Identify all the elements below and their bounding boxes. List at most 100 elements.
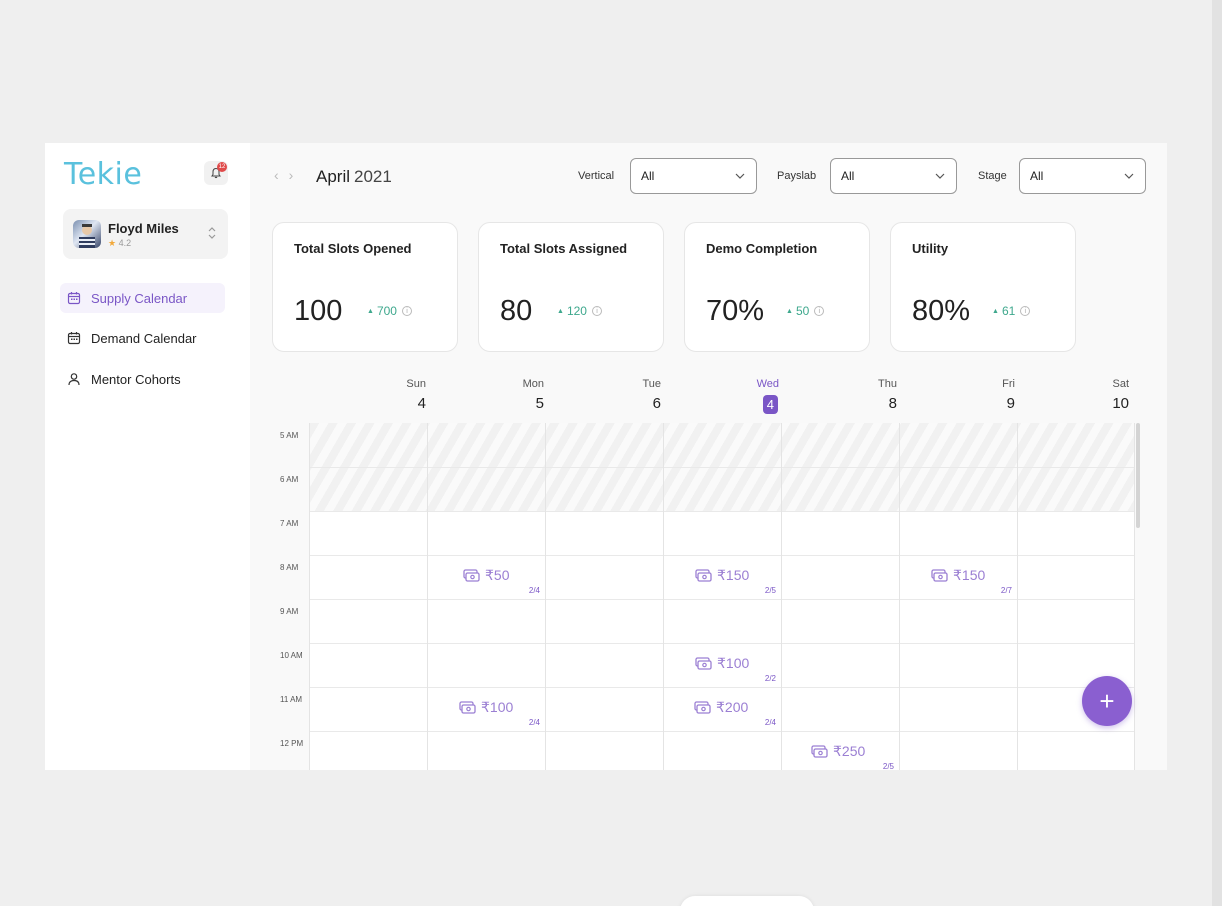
chevron-up-down-icon bbox=[206, 225, 218, 243]
slot-count: 2/2 bbox=[764, 674, 776, 683]
slot-thu-12pm[interactable]: ₹250 2/5 bbox=[811, 731, 894, 770]
money-icon bbox=[695, 657, 712, 670]
month-title: April 2021 bbox=[316, 167, 392, 187]
slot-count: 2/7 bbox=[1000, 586, 1012, 595]
notification-badge: 12 bbox=[217, 162, 227, 172]
avatar bbox=[73, 220, 101, 248]
slot-wed-10am[interactable]: ₹100 2/2 bbox=[695, 643, 776, 683]
slot-amount-value: ₹200 bbox=[716, 699, 749, 715]
slot-wed-11am[interactable]: ₹200 2/4 bbox=[694, 687, 776, 727]
up-arrow-icon: ▲ bbox=[367, 307, 374, 315]
stat-title: Demo Completion bbox=[706, 241, 818, 256]
day-header-mon[interactable]: Mon 5 bbox=[433, 378, 550, 412]
vertical-select[interactable]: All bbox=[630, 158, 757, 194]
calendar-icon bbox=[67, 332, 81, 345]
slot-count: 2/5 bbox=[882, 762, 894, 770]
stat-delta: ▲ 50 i bbox=[786, 304, 825, 318]
info-icon[interactable]: i bbox=[814, 306, 825, 316]
app-window: Tekie 12 Floyd Miles ★ 4.2 bbox=[45, 143, 1167, 770]
slot-amount: ₹150 bbox=[695, 567, 749, 584]
hour-line bbox=[310, 687, 1135, 688]
day-name: Mon bbox=[522, 378, 544, 390]
money-icon bbox=[694, 701, 711, 714]
day-name: Wed bbox=[756, 378, 779, 390]
day-header-sun[interactable]: Sun 4 bbox=[315, 378, 432, 412]
stage-select[interactable]: All bbox=[1019, 158, 1146, 194]
sidebar-item-demand-calendar[interactable]: Demand Calendar bbox=[60, 323, 225, 353]
time-column: 5 AM 6 AM 7 AM 8 AM 9 AM 10 AM 11 AM 12 … bbox=[270, 423, 310, 770]
info-icon[interactable]: i bbox=[401, 306, 412, 316]
today-badge: 4 bbox=[762, 395, 778, 414]
slot-count: 2/4 bbox=[764, 718, 776, 727]
stat-card-total-slots-opened: Total Slots Opened 100 ▲ 700 i bbox=[272, 222, 458, 352]
sidebar-item-mentor-cohorts[interactable]: Mentor Cohorts bbox=[60, 364, 225, 394]
day-divider bbox=[545, 423, 546, 770]
time-label: 9 AM bbox=[280, 607, 299, 616]
filter-label-vertical: Vertical bbox=[578, 170, 615, 182]
sidebar-item-supply-calendar[interactable]: Supply Calendar bbox=[60, 283, 225, 313]
slot-amount-value: ₹50 bbox=[485, 567, 510, 583]
slot-amount-value: ₹100 bbox=[717, 655, 750, 671]
star-icon: ★ bbox=[108, 238, 117, 248]
day-name: Sat bbox=[1112, 378, 1129, 390]
sidebar: Tekie 12 Floyd Miles ★ 4.2 bbox=[45, 143, 250, 770]
hour-line bbox=[310, 643, 1135, 644]
slot-amount: ₹200 bbox=[694, 699, 748, 716]
add-slot-button[interactable]: + bbox=[1082, 676, 1132, 726]
slot-mon-11am[interactable]: ₹100 2/4 bbox=[459, 687, 540, 727]
chevron-right-icon[interactable]: › bbox=[288, 167, 304, 183]
day-header-sat[interactable]: Sat 10 bbox=[1018, 378, 1135, 412]
stat-value: 80% bbox=[912, 295, 971, 327]
payslab-select[interactable]: All bbox=[830, 158, 957, 194]
user-icon bbox=[68, 373, 80, 386]
day-header-thu[interactable]: Thu 8 bbox=[786, 378, 903, 412]
day-header-wed[interactable]: Wed 4 bbox=[668, 378, 785, 414]
select-value: All bbox=[1030, 169, 1044, 183]
avatar-image bbox=[79, 224, 95, 248]
stat-title: Utility bbox=[912, 241, 949, 256]
up-arrow-icon: ▲ bbox=[992, 307, 999, 315]
info-icon[interactable]: i bbox=[591, 306, 602, 316]
stat-delta-value: 50 bbox=[795, 304, 810, 318]
time-label: 5 AM bbox=[280, 431, 299, 440]
stat-delta: ▲ 700 i bbox=[367, 304, 412, 318]
main-content: ‹› April 2021 Vertical All Payslab All St… bbox=[250, 143, 1167, 770]
day-number: 8 bbox=[888, 395, 897, 412]
filter-label-stage: Stage bbox=[978, 170, 1007, 182]
chevron-left-icon[interactable]: ‹ bbox=[274, 167, 289, 183]
day-divider bbox=[899, 423, 900, 770]
info-icon[interactable]: i bbox=[1020, 306, 1031, 316]
money-icon bbox=[695, 569, 712, 582]
slot-count: 2/5 bbox=[764, 586, 776, 595]
month-navigation: ‹› bbox=[274, 167, 303, 183]
time-label: 10 AM bbox=[280, 651, 303, 660]
day-number: 10 bbox=[1112, 395, 1129, 412]
select-value: All bbox=[841, 169, 855, 183]
day-number: 4 bbox=[668, 395, 785, 414]
stat-value: 80 bbox=[500, 295, 533, 327]
time-label: 7 AM bbox=[280, 519, 299, 528]
slot-wed-8am[interactable]: ₹150 2/5 bbox=[695, 555, 776, 595]
stat-value: 100 bbox=[294, 295, 343, 327]
year: 2021 bbox=[354, 167, 392, 186]
user-switcher[interactable]: Floyd Miles ★ 4.2 bbox=[63, 209, 228, 259]
slot-amount-value: ₹250 bbox=[833, 743, 866, 759]
hour-line bbox=[310, 555, 1135, 556]
hour-line bbox=[310, 599, 1135, 600]
calendar-scrollbar[interactable] bbox=[1136, 423, 1140, 528]
day-header-fri[interactable]: Fri 9 bbox=[904, 378, 1021, 412]
window-scrollbar-track[interactable] bbox=[1212, 0, 1222, 906]
chevron-down-icon bbox=[1124, 173, 1134, 179]
calendar-grid[interactable]: ₹50 2/4 ₹150 2/5 ₹150 2/7 bbox=[309, 423, 1135, 770]
stat-delta: ▲ 61 i bbox=[992, 304, 1031, 318]
slot-fri-8am[interactable]: ₹150 2/7 bbox=[931, 555, 1012, 595]
day-number: 9 bbox=[1006, 395, 1015, 412]
sidebar-item-label: Supply Calendar bbox=[91, 290, 188, 306]
day-name: Fri bbox=[1002, 378, 1015, 390]
slot-mon-8am[interactable]: ₹50 2/4 bbox=[463, 555, 540, 595]
notification-button[interactable]: 12 bbox=[204, 161, 228, 185]
chevron-down-icon bbox=[935, 173, 945, 179]
day-header-tue[interactable]: Tue 6 bbox=[550, 378, 667, 412]
user-name: Floyd Miles bbox=[108, 221, 179, 236]
hour-line bbox=[310, 467, 1135, 468]
